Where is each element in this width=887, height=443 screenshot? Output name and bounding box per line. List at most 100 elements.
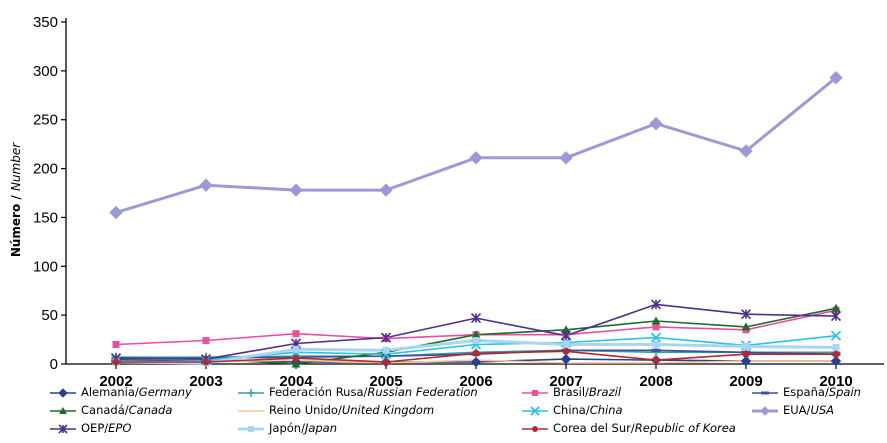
- legend-label-en: Spain: [828, 385, 861, 399]
- data-point: [761, 391, 769, 394]
- legend-item: Brasil/Brazil: [520, 385, 621, 399]
- legend-label-en: United Kingdom: [341, 403, 435, 417]
- legend-swatch: [522, 405, 548, 416]
- data-point: [109, 205, 123, 220]
- data-point: [652, 323, 660, 331]
- data-point: [652, 340, 660, 348]
- data-point: [112, 340, 120, 348]
- legend-swatch: [238, 425, 264, 432]
- x-tick-label: 2002: [99, 373, 132, 390]
- data-point: [471, 330, 481, 339]
- data-point: [292, 330, 300, 338]
- legend-swatch: [522, 389, 548, 396]
- series-markers-group: [112, 347, 840, 366]
- data-point: [652, 356, 660, 364]
- legend-item: OEP/EPO: [48, 421, 131, 435]
- y-axis-label-en: Number: [9, 142, 23, 191]
- data-point: [470, 313, 482, 324]
- series-markers-group: [109, 70, 843, 220]
- legend-label-es: China/: [553, 403, 590, 417]
- data-point: [59, 406, 67, 414]
- data-point: [247, 388, 255, 397]
- legend-label-en: EPO: [108, 421, 132, 435]
- data-point: [469, 151, 483, 165]
- data-point: [560, 330, 572, 341]
- legend-label-en: Germany: [138, 385, 192, 399]
- series-markers: [109, 70, 843, 368]
- data-point: [561, 325, 571, 334]
- data-point: [650, 332, 662, 343]
- legend-label-es: España/: [783, 385, 829, 399]
- legend-label-en: Japan: [304, 421, 338, 435]
- legend-label-es: OEP/: [81, 421, 109, 435]
- legend-item: Reino Unido/United Kingdom: [236, 403, 434, 417]
- data-point: [202, 358, 210, 366]
- legend-item: China/China: [520, 403, 623, 417]
- x-tick-label: 2007: [549, 373, 582, 390]
- data-point: [562, 340, 570, 348]
- y-tick-label: 300: [33, 63, 58, 80]
- data-point: [760, 405, 770, 416]
- series-line: [115, 76, 837, 214]
- legend-swatch: [50, 423, 76, 434]
- data-point: [291, 359, 301, 368]
- y-axis-label: Número / Number: [9, 142, 23, 257]
- data-point: [831, 303, 841, 312]
- data-point: [202, 337, 210, 345]
- data-point: [289, 183, 303, 197]
- legend-label-es: Alemania/: [81, 385, 139, 399]
- legend-label-en: China: [589, 403, 623, 417]
- y-tick-label: 200: [33, 161, 58, 178]
- x-tick-label: 2009: [729, 373, 762, 390]
- legend-swatch: [50, 387, 76, 398]
- x-tick-label: 2006: [459, 373, 492, 390]
- legend-label-es: Brasil/: [553, 385, 589, 399]
- data-point: [199, 178, 213, 192]
- data-point: [559, 151, 573, 165]
- x-tick-label: 2005: [369, 373, 402, 390]
- data-point: [382, 346, 390, 354]
- legend-item: Japón/Japan: [236, 421, 337, 435]
- data-point: [532, 389, 538, 396]
- legend-label-en: Russian Federation: [367, 385, 478, 399]
- data-point: [248, 425, 254, 432]
- legend-label-en: Brazil: [588, 385, 622, 399]
- legend-item: Canadá/Canada: [48, 403, 172, 417]
- y-tick-label: 0: [50, 356, 58, 373]
- data-point: [380, 332, 392, 343]
- data-point: [742, 342, 750, 350]
- data-point: [739, 144, 753, 158]
- legend-swatch: [238, 409, 264, 412]
- y-axis-label-es: Número: [9, 204, 23, 257]
- x-tick-label: 2010: [819, 373, 852, 390]
- legend-swatch: [50, 406, 76, 414]
- legend-label-es: Corea del Sur/: [553, 421, 635, 435]
- data-point: [649, 116, 663, 131]
- data-point: [472, 337, 480, 345]
- data-point: [830, 355, 842, 367]
- legend-label-en: USA: [810, 403, 835, 417]
- tick-labels: 0 50 100 150 200 250 300 350 2002 2003 2004 2005 200…: [33, 14, 853, 390]
- data-point: [532, 425, 538, 432]
- legend-label-es: Federación Rusa/: [269, 385, 368, 399]
- data-point: [472, 349, 480, 357]
- svg-text:Número / Number: Número / Number: [9, 142, 23, 257]
- y-tick-label: 100: [33, 258, 58, 275]
- legend-label-es: Japón/: [269, 421, 305, 435]
- legend-label-en: Republic of Korea: [634, 421, 736, 435]
- data-point: [830, 330, 842, 341]
- legend-item: Corea del Sur/Republic of Korea: [520, 421, 736, 435]
- legend-swatch: [752, 391, 778, 394]
- data-point: [832, 350, 840, 358]
- data-point: [292, 354, 300, 362]
- legend-label-en: Canada: [128, 403, 173, 417]
- data-point: [292, 345, 300, 353]
- y-tick-label: 150: [33, 209, 58, 226]
- x-tick-label: 2008: [639, 373, 672, 390]
- x-tick-label: 2004: [279, 373, 313, 390]
- data-point: [651, 316, 661, 325]
- legend-swatch: [238, 388, 264, 397]
- legend-item: Alemania/Germany: [48, 385, 192, 399]
- data-point: [379, 183, 393, 197]
- legend-item: EUA/USA: [750, 403, 834, 417]
